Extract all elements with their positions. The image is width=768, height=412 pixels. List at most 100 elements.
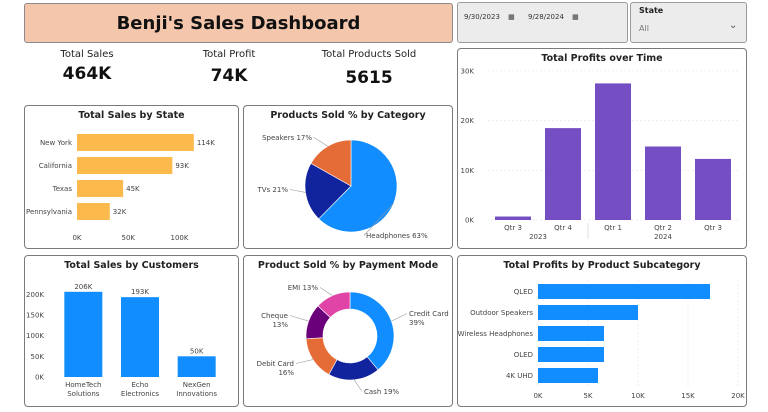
- chevron-down-icon[interactable]: ⌄: [729, 20, 738, 31]
- data-label: 206K: [74, 283, 92, 291]
- slice-label: TVs 21%: [257, 186, 289, 194]
- category-label: Outdoor Speakers: [470, 309, 533, 317]
- category-label: Electronics: [121, 390, 160, 398]
- chart-title: Total Profits over Time: [541, 53, 663, 64]
- y-tick-label: 0K: [465, 217, 474, 225]
- slice-label: 13%: [272, 321, 288, 329]
- sales-by-customers-card[interactable]: Total Sales by Customers 0K 50K 100K 150K 20…: [24, 255, 239, 407]
- calendar-icon[interactable]: ▦: [572, 13, 579, 21]
- year-label: 2023: [529, 233, 547, 241]
- leader-line: [295, 359, 313, 364]
- kpi-total-sales-value: 464K: [62, 64, 112, 84]
- bar[interactable]: [538, 326, 604, 341]
- kpi-total-sales-label: Total Sales: [60, 49, 114, 60]
- products-by-category-card[interactable]: Products Sold % by Category Headphones 6…: [243, 105, 453, 249]
- category-label: HomeTech: [65, 381, 101, 389]
- slice-label: EMI 13%: [288, 284, 319, 292]
- bar[interactable]: [545, 128, 581, 220]
- end-date-value: 9/28/2024: [528, 13, 564, 21]
- payment-mode-card[interactable]: Product Sold % by Payment Mode Credit Ca…: [243, 255, 453, 407]
- x-tick-label: 20K: [731, 392, 745, 400]
- y-tick-label: 100K: [26, 332, 44, 340]
- slice-label: Credit Card: [409, 310, 449, 318]
- chart-title: Total Profits by Product Subcategory: [503, 260, 701, 271]
- year-label: 2024: [654, 233, 672, 241]
- category-label: NexGen: [183, 381, 211, 389]
- bar[interactable]: [121, 297, 159, 377]
- leader-line: [391, 313, 408, 322]
- y-tick-label: 200K: [26, 291, 44, 299]
- y-tick-label: 10K: [461, 167, 475, 175]
- bar[interactable]: [538, 347, 604, 362]
- category-label: 4K UHD: [506, 372, 533, 380]
- bar[interactable]: [695, 158, 731, 220]
- bar[interactable]: [538, 305, 638, 320]
- leader-line: [313, 137, 328, 147]
- data-label: 50K: [190, 347, 204, 355]
- category-label: New York: [40, 139, 73, 147]
- x-tick-label: Qtr 3: [504, 224, 522, 232]
- donut-slice[interactable]: [317, 291, 351, 318]
- leader-line: [289, 315, 309, 322]
- state-slicer-label: State: [639, 6, 664, 15]
- dashboard-title-box: Benji's Sales Dashboard: [24, 3, 453, 43]
- x-tick-label: Qtr 4: [554, 224, 572, 232]
- donut-slice[interactable]: [349, 291, 395, 371]
- profits-over-time-chart[interactable]: 0K 10K 20K 30K Qtr 3 Qtr 4 Qtr 1 Qtr 2 Qtr 3 2023…: [458, 49, 746, 248]
- leader-line: [319, 287, 333, 296]
- kpi-total-profit-label: Total Profit: [202, 49, 256, 60]
- pie-slice[interactable]: [304, 163, 352, 220]
- x-tick-label: 0K: [533, 392, 542, 400]
- slice-label: Headphones 63%: [366, 232, 428, 240]
- category-label: Echo: [132, 381, 149, 389]
- kpi-products-sold-label: Total Products Sold: [321, 49, 417, 60]
- chart-title: Total Sales by Customers: [64, 260, 199, 271]
- y-tick-label: 50K: [31, 353, 45, 361]
- bar[interactable]: [64, 291, 103, 377]
- sales-by-state-chart[interactable]: New York 114K California 93K Texas 45K Pennsyl…: [25, 106, 238, 248]
- products-by-category-chart[interactable]: Headphones 63% TVs 21% Speakers 17%: [244, 106, 452, 248]
- leader-line: [289, 189, 306, 193]
- category-label: Wireless Headphones: [458, 330, 533, 338]
- leader-line: [353, 379, 363, 392]
- data-label: 32K: [113, 208, 127, 216]
- data-label: 193K: [131, 288, 149, 296]
- sales-by-state-card[interactable]: Total Sales by State New York 114K Califor…: [24, 105, 239, 249]
- x-tick-label: 100K: [171, 234, 189, 242]
- bar[interactable]: [645, 146, 681, 220]
- bar[interactable]: [177, 356, 216, 377]
- bar[interactable]: [495, 216, 531, 220]
- profits-by-subcategory-chart[interactable]: 0K 5K 10K 15K 20K QLED Outdoor Speakers Wireles…: [458, 256, 746, 406]
- slice-label: 39%: [409, 319, 425, 327]
- kpi-total-profit-value: 74K: [210, 66, 248, 86]
- bar[interactable]: [77, 157, 173, 174]
- category-label: QLED: [514, 288, 533, 296]
- kpi-products-sold-value: 5615: [345, 68, 393, 88]
- state-slicer-value[interactable]: All: [639, 24, 649, 33]
- date-range-slicer[interactable]: 9/30/2023 ▦ 9/28/2024 ▦: [457, 2, 628, 43]
- profits-by-subcategory-card[interactable]: Total Profits by Product Subcategory 0K 5…: [457, 255, 747, 407]
- category-label: California: [39, 162, 72, 170]
- start-date-value: 9/30/2023: [464, 13, 500, 21]
- bar[interactable]: [538, 284, 710, 299]
- data-label: 114K: [197, 139, 215, 147]
- state-slicer[interactable]: State All ⌄: [630, 2, 747, 43]
- chart-title: Product Sold % by Payment Mode: [257, 260, 439, 271]
- x-tick-label: 5K: [583, 392, 592, 400]
- profits-over-time-card[interactable]: Total Profits over Time 0K 10K 20K 30K Qtr 3…: [457, 48, 747, 249]
- pie-slice[interactable]: [310, 139, 352, 187]
- bar[interactable]: [595, 83, 631, 220]
- start-date-input[interactable]: 9/30/2023 ▦: [464, 13, 534, 25]
- x-tick-label: Qtr 1: [604, 224, 622, 232]
- end-date-input[interactable]: 9/28/2024 ▦: [528, 13, 618, 25]
- bar[interactable]: [77, 203, 110, 220]
- data-label: 45K: [126, 185, 140, 193]
- x-tick-label: 15K: [681, 392, 695, 400]
- calendar-icon[interactable]: ▦: [508, 13, 515, 21]
- bar[interactable]: [77, 134, 194, 151]
- bar[interactable]: [77, 180, 124, 197]
- bar[interactable]: [538, 368, 598, 383]
- slice-label: 16%: [278, 369, 294, 377]
